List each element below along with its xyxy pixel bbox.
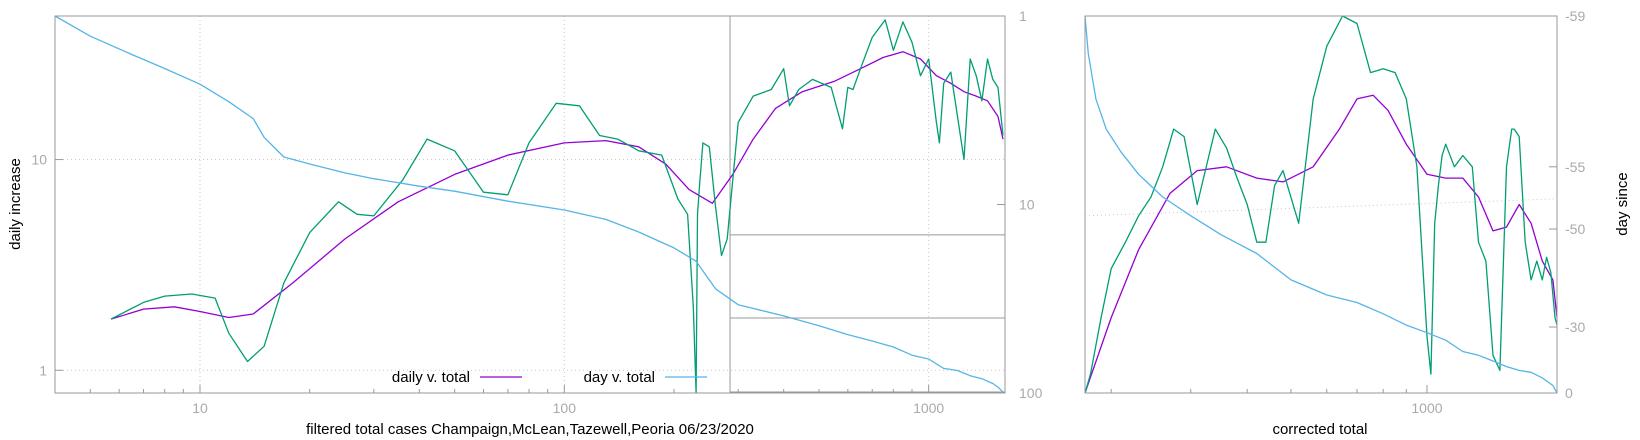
right-plot-frame (1084, 15, 1558, 394)
left-reference-lines (729, 16, 1005, 393)
right-series-raw (1084, 15, 1558, 394)
left-y2-tick-label-0: 1 (1019, 8, 1027, 24)
left-x-tick-label-2: 1000 (913, 400, 944, 416)
right-y2-tick-label-3: -55 (1565, 159, 1585, 175)
left-ticks: 10 100 1000 1 10 1 10 100 (31, 8, 1042, 416)
right-chart: 1000 0 -30 -50 -55 -59 corrected total day si… (1084, 8, 1631, 438)
left-y-tick-label-0: 1 (39, 362, 47, 378)
left-series-group (54, 15, 1004, 394)
left-y2-tick-label-1: 10 (1019, 197, 1035, 213)
left-x-tick-label-0: 10 (192, 400, 208, 416)
legend-label-day: day v. total (584, 369, 655, 386)
left-y2-tick-label-2: 100 (1019, 385, 1043, 401)
left-chart: 10 100 1000 1 10 1 10 100 filtered total cases … (7, 8, 1043, 438)
right-y2-tick-label-0: 0 (1565, 385, 1573, 401)
left-y-tick-label-1: 10 (31, 152, 47, 168)
left-x-tick-label-1: 100 (553, 400, 577, 416)
left-gridlines (55, 16, 1005, 393)
left-series-raw (110, 19, 1004, 394)
right-series-day (1084, 15, 1558, 394)
right-series-group (1084, 15, 1558, 394)
left-series-daily (110, 51, 1004, 320)
right-y-axis-label: day since (1614, 172, 1631, 235)
right-x-axis-label: corrected total (1272, 421, 1367, 438)
right-reference-lines (1084, 198, 1558, 217)
right-y2-tick-label-2: -50 (1565, 221, 1585, 237)
right-x-tick-label-0: 1000 (1411, 400, 1442, 416)
legend-label-daily: daily v. total (392, 369, 470, 386)
right-ref-dotted (1084, 198, 1558, 217)
right-ticks: 1000 0 -30 -50 -55 -59 (1110, 8, 1585, 416)
right-series-daily (1084, 94, 1558, 394)
right-y2-tick-label-1: -30 (1565, 319, 1585, 335)
right-y2-tick-label-4: -59 (1565, 8, 1585, 24)
left-y-axis-label: daily increase (7, 158, 24, 250)
left-x-axis-label: filtered total cases Champaign,McLean,Ta… (306, 421, 754, 438)
legend: daily v. total day v. total (392, 369, 707, 386)
left-series-day (54, 15, 1004, 393)
